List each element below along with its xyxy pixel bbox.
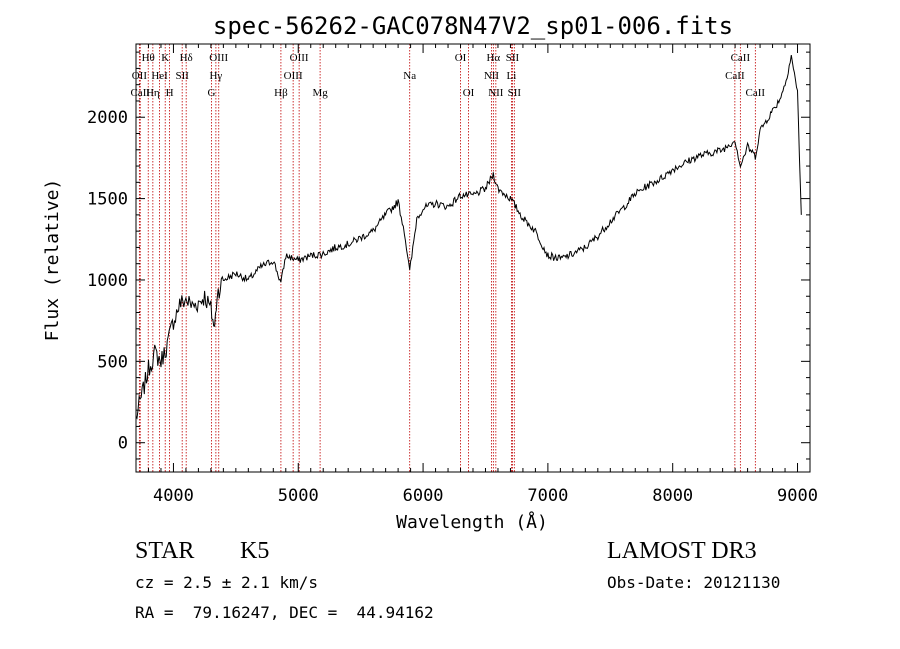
x-tick-label: 8000 — [652, 486, 693, 506]
x-tick-label: 7000 — [527, 486, 568, 506]
spectral-line-label: OIII — [290, 52, 309, 64]
y-tick-label: 2000 — [87, 108, 128, 128]
spectral-line-label: Hα — [486, 52, 500, 64]
chart-title: spec-56262-GAC078N47V2_sp01-006.fits — [213, 12, 733, 40]
object-class: STAR — [135, 538, 195, 564]
spectral-line-label: Na — [403, 70, 416, 82]
spectral-line-label: SII — [508, 87, 522, 99]
object-subclass: K5 — [240, 538, 270, 564]
x-tick-label: 9000 — [777, 486, 818, 506]
spectral-line-label: NII — [484, 70, 500, 82]
ra-dec: RA = 79.16247, DEC = 44.94162 — [135, 603, 434, 622]
spectral-line-label: OIII — [209, 52, 228, 64]
y-tick-label: 1500 — [87, 190, 128, 210]
spectral-line-label: Mg — [312, 87, 328, 99]
spectral-line-label: K — [161, 52, 169, 64]
spectral-line-label: Li — [507, 70, 517, 82]
x-tick-label: 6000 — [403, 486, 444, 506]
spectral-line-label: Hβ — [274, 87, 288, 99]
x-tick-label: 4000 — [153, 486, 194, 506]
spectral-line-label: Hγ — [209, 70, 222, 82]
spectral-line-label: SII — [506, 52, 520, 64]
spectral-line-label: Hδ — [180, 52, 193, 64]
spectral-line-label: NII — [488, 87, 504, 99]
spectral-line-label: Hη — [146, 87, 160, 99]
spectral-line-label: G — [208, 87, 216, 99]
x-tick-label: 5000 — [278, 486, 319, 506]
spectral-line-label: CaII — [731, 52, 751, 64]
spectral-line-label: H — [166, 87, 174, 99]
spectral-line-label: OI — [455, 52, 467, 64]
spectral-line-label: OI — [463, 87, 475, 99]
y-axis-label: Flux (relative) — [42, 179, 63, 342]
spectral-line-label: HeI — [151, 70, 168, 82]
y-tick-label: 500 — [97, 352, 128, 372]
spectral-line-label: CaII — [130, 87, 150, 99]
survey-name: LAMOST DR3 — [607, 538, 757, 564]
spectral-line-label: SII — [175, 70, 189, 82]
spectral-line-label: Hθ — [142, 52, 155, 64]
spectral-line-label: CaII — [725, 70, 745, 82]
y-tick-label: 1000 — [87, 271, 128, 291]
spectral-line-label: OII — [132, 70, 148, 82]
spectral-line-label: CaII — [746, 87, 766, 99]
spectral-line-label: OIII — [284, 70, 303, 82]
y-tick-label: 0 — [118, 434, 128, 454]
obs-date: Obs-Date: 20121130 — [607, 573, 781, 592]
plot-frame — [135, 43, 811, 473]
spectrum-series-line — [135, 55, 802, 420]
x-axis-label: Wavelength (Å) — [396, 511, 548, 533]
spectrum-chart: spec-56262-GAC078N47V2_sp01-006.fits Hθ O… — [42, 12, 818, 533]
redshift-cz: cz = 2.5 ± 2.1 km/s — [135, 573, 319, 592]
